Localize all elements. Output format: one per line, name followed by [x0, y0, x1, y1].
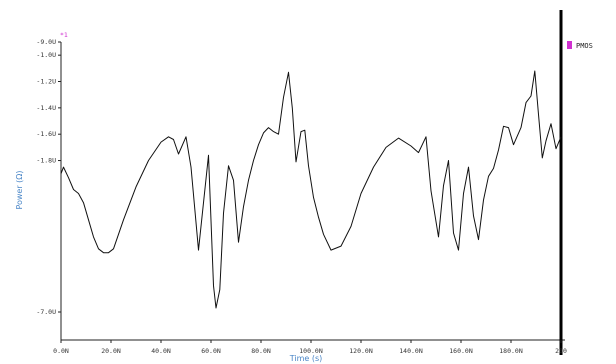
x-tick-label: 0.0N: [53, 347, 69, 355]
y-axis-title: Power (Ω): [15, 170, 24, 209]
legend-swatch: [567, 41, 572, 49]
y-tick-label: -1.8U: [36, 157, 56, 165]
y-axis-ticks: -9.0U -1.0U -1.2U -1.4U -1.6U -1.8U -7.0U: [36, 38, 61, 316]
y-tick-label: -9.0U: [36, 38, 56, 46]
x-tick-label: 120.0N: [349, 347, 373, 355]
y-tick-label: -1.0U: [36, 51, 56, 59]
x-axis-ticks: 0.0N 20.0N 40.0N 60.0N 80.0N 100.0N 120.0N 140.…: [53, 340, 567, 355]
x-tick-label: 40.0N: [151, 347, 171, 355]
x-tick-label: 100.0N: [299, 347, 323, 355]
series-line: [60, 70, 562, 309]
y-tick-label: -1.4U: [36, 104, 56, 112]
legend[interactable]: PMOS: [567, 41, 593, 50]
x-tick-label: 80.0N: [251, 347, 271, 355]
x-tick-label: 160.0N: [449, 347, 473, 355]
x-tick-label: 140.0N: [399, 347, 423, 355]
marker-label: *1: [60, 31, 68, 39]
y-tick-label: -1.2U: [36, 78, 56, 86]
x-tick-label: 20.0N: [101, 347, 121, 355]
y-tick-label: -1.6U: [36, 130, 56, 138]
x-tick-label: 60.0N: [201, 347, 221, 355]
legend-label: PMOS: [576, 42, 593, 50]
x-tick-label: 180.0N: [499, 347, 523, 355]
y-tick-label: -7.0U: [36, 308, 56, 316]
series-layer: [60, 70, 562, 309]
x-axis-title: Time (s): [289, 354, 323, 363]
x-tick-label: 200: [555, 347, 567, 355]
